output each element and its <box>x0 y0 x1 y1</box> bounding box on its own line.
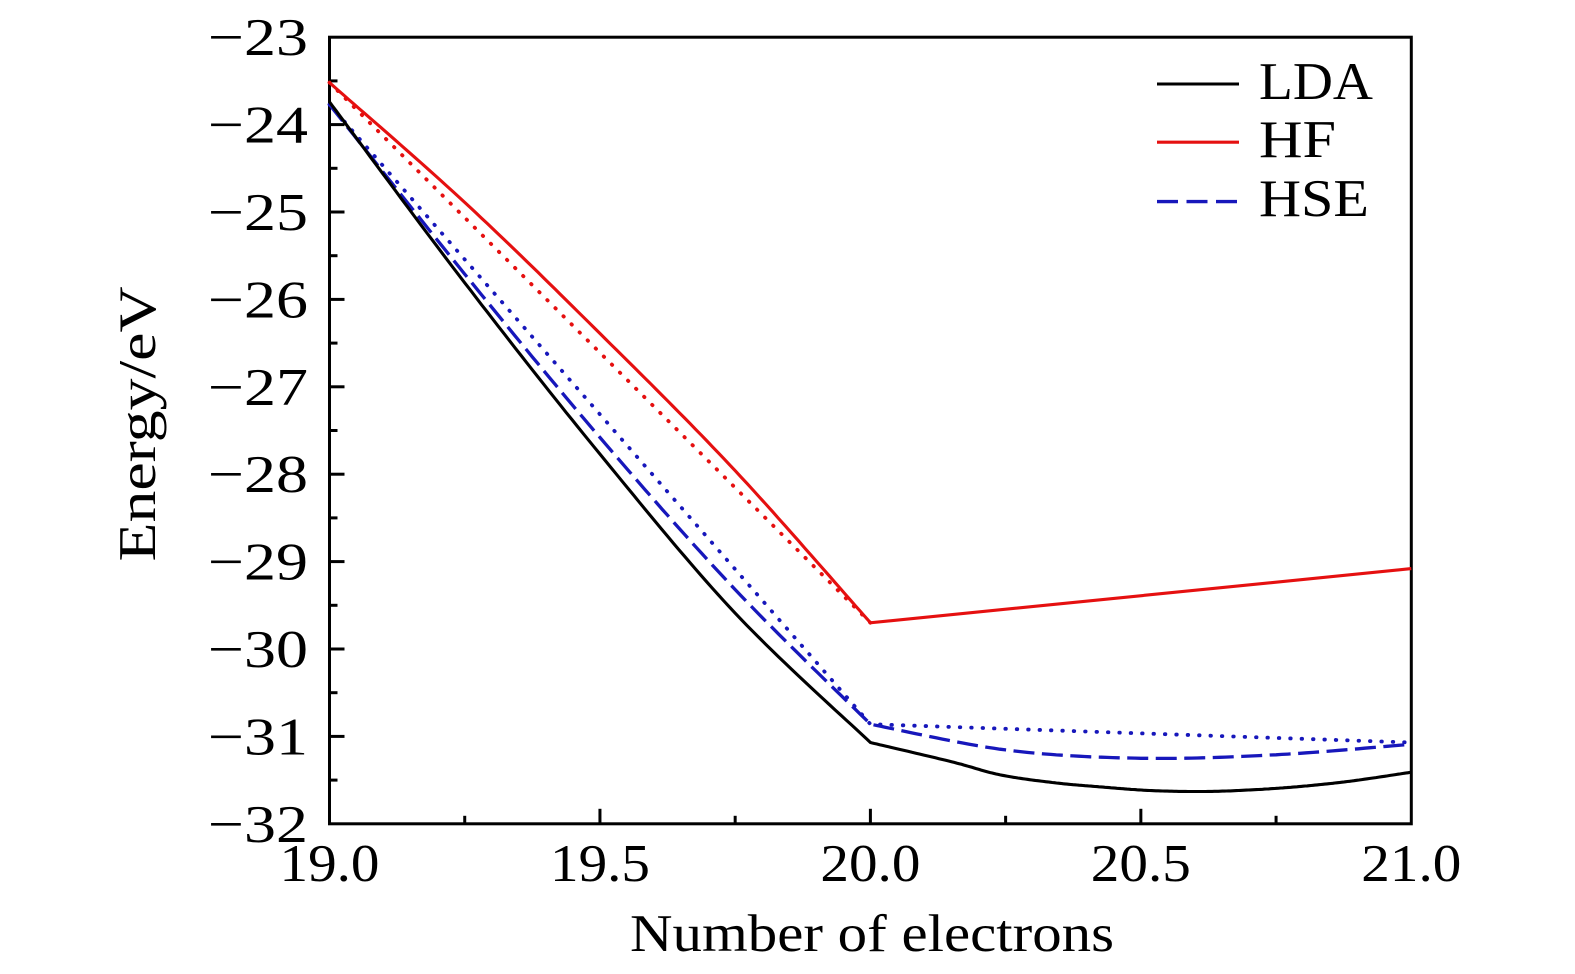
svg-text:20.0: 20.0 <box>820 835 920 893</box>
svg-text:21.0: 21.0 <box>1361 835 1461 893</box>
svg-text:−32: −32 <box>208 796 308 854</box>
svg-text:HF: HF <box>1259 111 1336 169</box>
svg-text:Energy/eV: Energy/eV <box>109 287 167 562</box>
svg-text:20.5: 20.5 <box>1091 835 1191 893</box>
svg-text:−26: −26 <box>208 271 308 329</box>
svg-text:−27: −27 <box>208 359 308 417</box>
svg-text:−24: −24 <box>208 97 308 155</box>
svg-text:−30: −30 <box>208 621 308 679</box>
svg-text:Number of electrons: Number of electrons <box>630 905 1114 963</box>
svg-text:19.5: 19.5 <box>550 835 650 893</box>
svg-text:−29: −29 <box>208 534 308 592</box>
svg-text:19.0: 19.0 <box>280 835 380 893</box>
svg-text:−23: −23 <box>208 9 308 67</box>
svg-text:HSE: HSE <box>1259 170 1369 228</box>
svg-text:LDA: LDA <box>1259 53 1373 111</box>
svg-text:−28: −28 <box>208 446 308 504</box>
svg-text:−25: −25 <box>208 184 308 242</box>
svg-text:−31: −31 <box>208 708 308 766</box>
